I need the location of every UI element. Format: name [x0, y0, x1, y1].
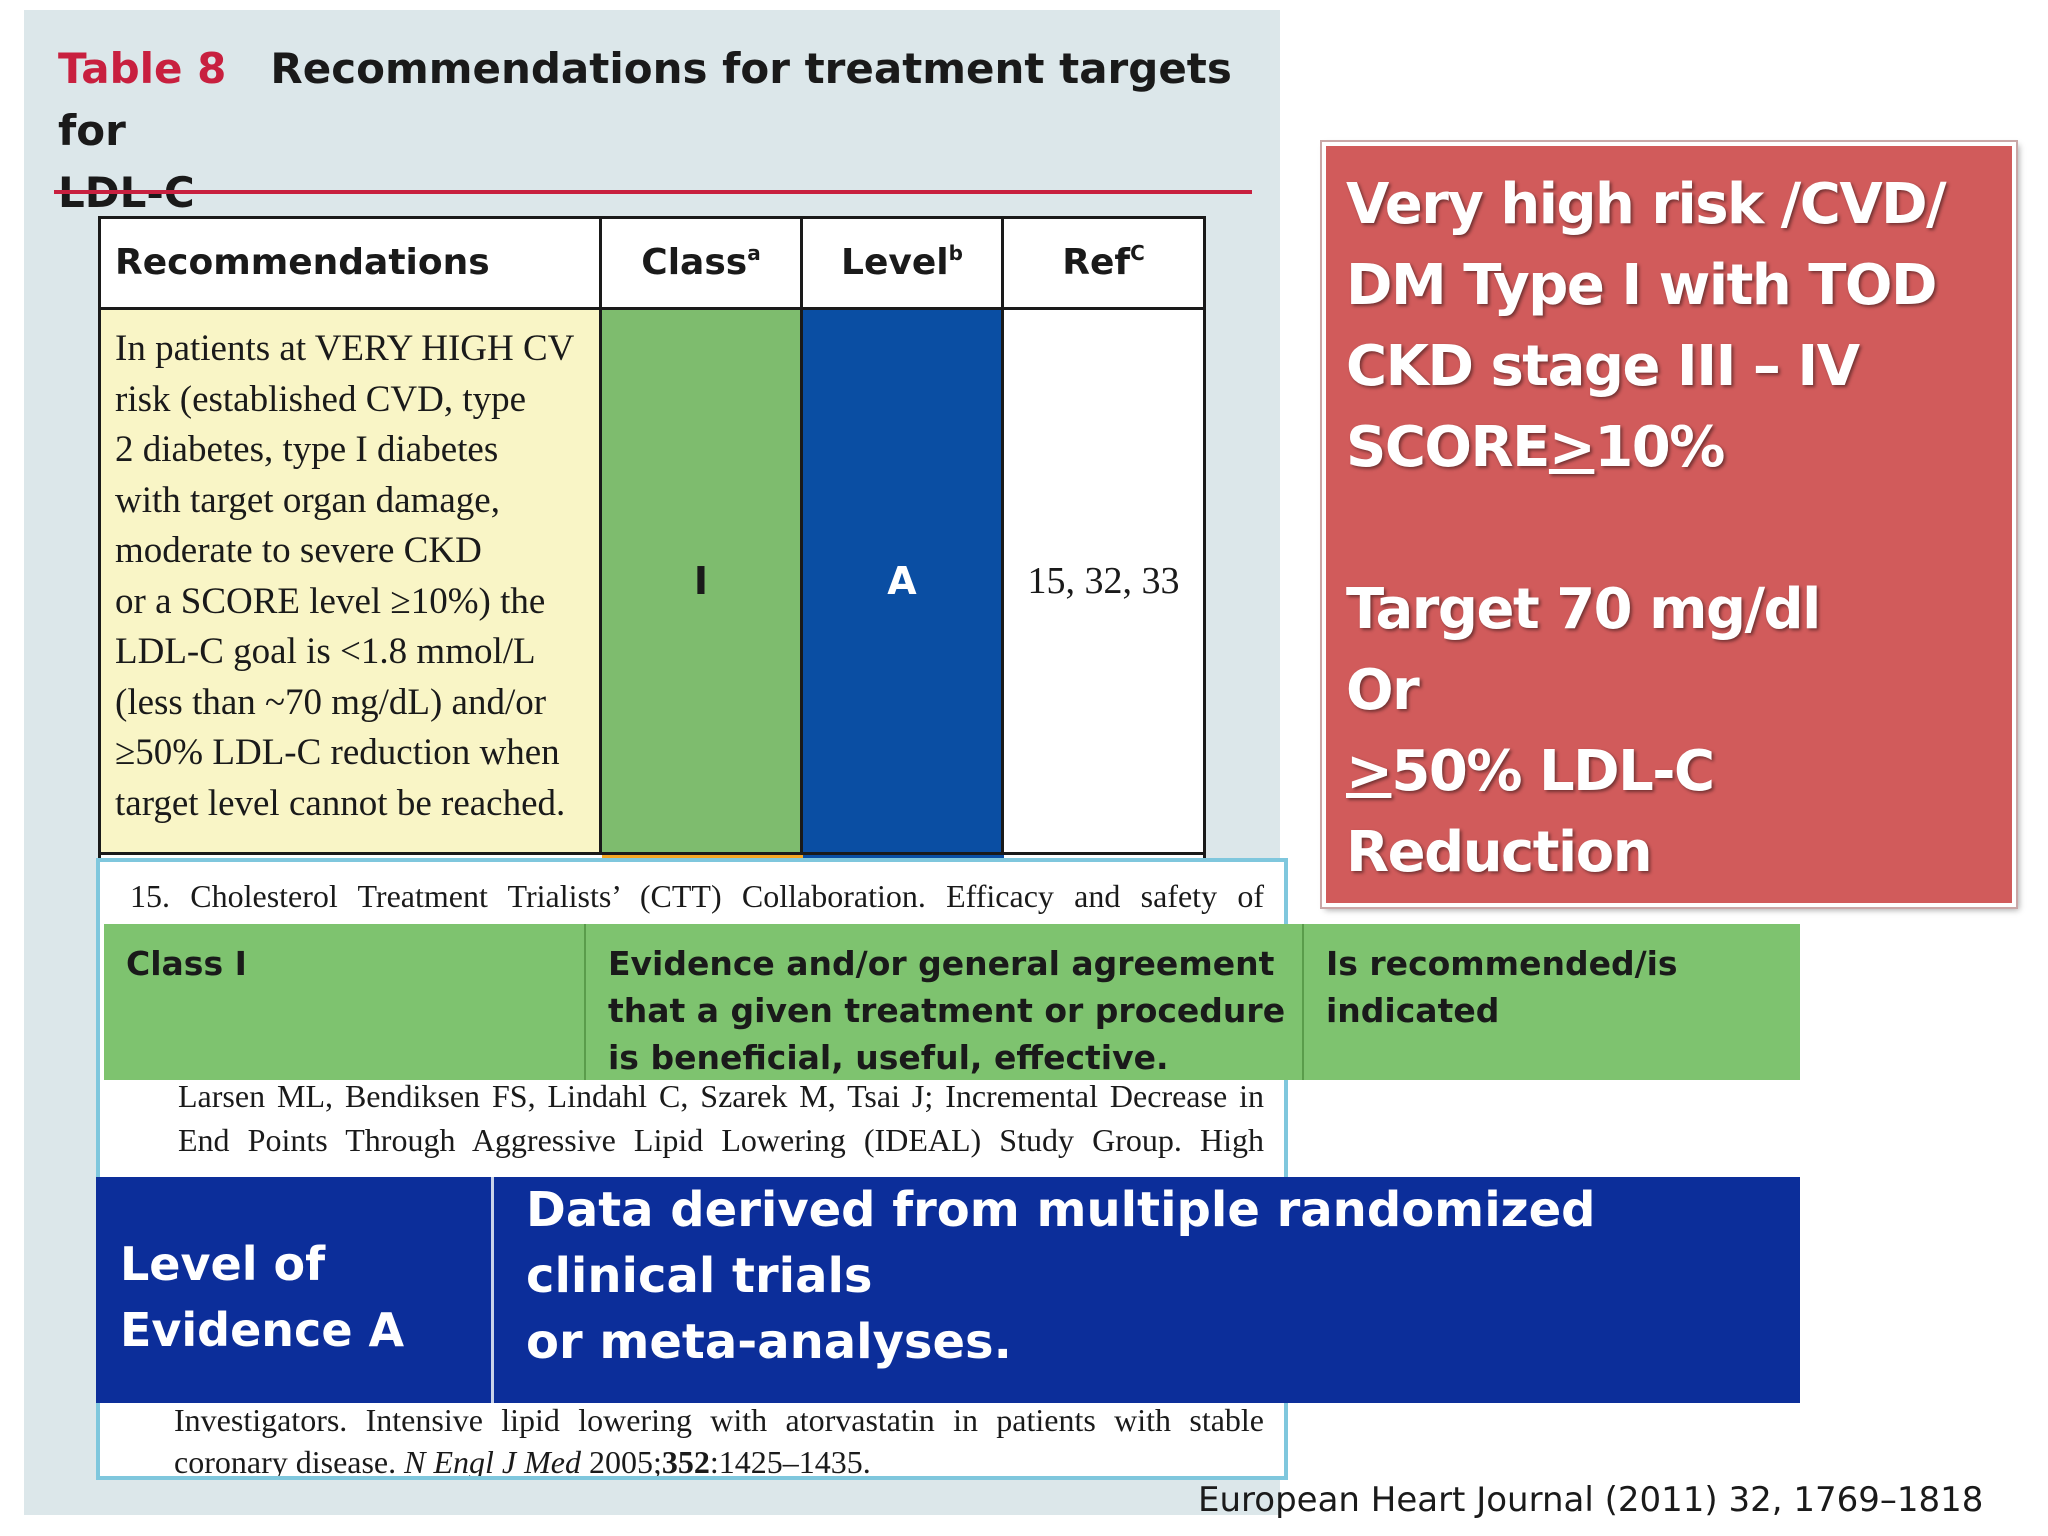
cell-class: I [602, 310, 803, 852]
cell-level: A [803, 310, 1004, 852]
class-suggested-wording: Is recommended/is indicated [1304, 924, 1800, 1080]
header-recommendations: Recommendations [101, 219, 602, 307]
recommendations-table: Recommendations Classa Levelb RefC In pa… [98, 216, 1206, 869]
recommendation-line: LDL-C goal is <1.8 mmol/L [115, 631, 536, 672]
callout-line: Or [1346, 658, 1420, 723]
header-ref: RefC [1004, 219, 1203, 307]
level-definition-overlay: Level of Evidence A Data derived from mu… [96, 1177, 1800, 1403]
level-definition-line: clinical trials [526, 1248, 873, 1304]
callout-line: CKD stage III – IV [1346, 334, 1860, 399]
table-label: Table 8 [58, 44, 227, 93]
callout-line: Target 70 mg/dl [1346, 577, 1821, 642]
recommendation-line: (less than ~70 mg/dL) and/or [115, 681, 547, 723]
table-title: Table 8 Recommendations for treatment tar… [58, 38, 1268, 224]
source-citation: European Heart Journal (2011) 32, 1769–1… [1198, 1480, 1984, 1520]
recommendation-line: or a SCORE level ≥10%) the [115, 580, 546, 622]
class-wording-line: Is recommended/is [1326, 944, 1678, 983]
level-definition: Data derived from multiple randomized cl… [494, 1177, 1800, 1403]
class-definition: Evidence and/or general agreement that a… [586, 924, 1304, 1080]
class-definition-line: is beneficial, useful, effective. [608, 1038, 1169, 1077]
level-definition-line: Data derived from multiple randomized [526, 1182, 1596, 1238]
class-wording-line: indicated [1326, 991, 1500, 1030]
level-definition-line: or meta-analyses. [526, 1314, 1012, 1370]
recommendation-line: target level cannot be reached. [115, 782, 566, 824]
callout-line: SCORE>10% [1346, 415, 1725, 480]
callout-spacer [1346, 488, 2012, 569]
table-title-line1: Recommendations for treatment targets fo… [58, 44, 1232, 155]
recommendation-line: ≥50% LDL-C reduction when [115, 732, 560, 773]
callout-line: >50% LDL-C Reduction [1346, 739, 1715, 885]
recommendation-line: In patients at VERY HIGH CV [115, 328, 575, 369]
cell-recommendation: In patients at VERY HIGH CV risk (establ… [101, 310, 602, 852]
reference-line: End Points Through Aggressive Lipid Lowe… [178, 1122, 1264, 1158]
level-label: Level of Evidence A [96, 1177, 494, 1403]
reference-line-citation: coronary disease. N Engl J Med 2005;352:… [174, 1444, 871, 1480]
class-value: I [693, 559, 709, 603]
level-label-line: Evidence A [120, 1303, 405, 1357]
header-class: Classa [602, 219, 803, 307]
class-definition-overlay: Class I Evidence and/or general agreemen… [104, 924, 1800, 1080]
reference-line: Investigators. Intensive lipid lowering … [174, 1402, 1264, 1438]
recommendation-line: moderate to severe CKD [115, 530, 482, 571]
cell-ref: 15, 32, 33 [1004, 310, 1203, 852]
recommendation-line: with target organ damage, [115, 479, 500, 521]
callout-line: DM Type I with TOD [1346, 253, 1938, 318]
callout-line: Very high risk /CVD/ [1346, 172, 1947, 237]
header-divider [101, 307, 1203, 310]
level-value: A [887, 559, 917, 603]
recommendation-line: 2 diabetes, type I diabetes [115, 429, 499, 470]
reference-line: 15. Cholesterol Treatment Trialists’ (CT… [130, 878, 1264, 914]
title-divider [54, 190, 1252, 194]
target-callout: Very high risk /CVD/ DM Type I with TOD … [1322, 142, 2016, 907]
class-definition-line: that a given treatment or procedure [608, 991, 1286, 1030]
ref-value: 15, 32, 33 [1027, 560, 1180, 602]
row-divider [101, 852, 1203, 855]
recommendation-line: risk (established CVD, type [115, 378, 527, 420]
header-level: Levelb [803, 219, 1004, 307]
reference-line: Larsen ML, Bendiksen FS, Lindahl C, Szar… [178, 1078, 1264, 1114]
class-label: Class I [104, 924, 586, 1080]
class-definition-line: Evidence and/or general agreement [608, 944, 1275, 983]
level-label-line: Level of [120, 1237, 326, 1291]
